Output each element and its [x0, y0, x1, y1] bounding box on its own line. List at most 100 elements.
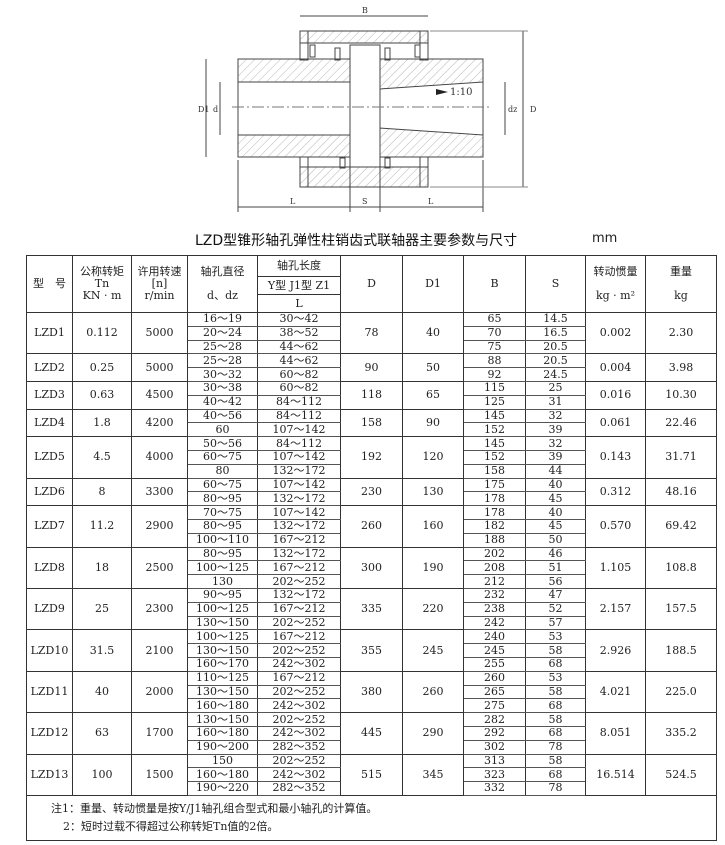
- table-row: LZD2 0.25 5000 25～28 44～62 90 50 88 20.5 0.004 3.9…: [26, 353, 717, 382]
- note-1: 注1：重量、转动惯量是按Y/J1轴孔组合型式和最小轴孔的计算值。: [51, 801, 378, 815]
- rated-torque-cell: 31.5: [72, 629, 132, 672]
- D1-cell: 65: [402, 380, 464, 410]
- table-subrow: 60 107～142 152 39: [27, 422, 717, 438]
- rated-torque-cell: 40: [72, 670, 132, 714]
- D-cell: 515: [340, 753, 403, 796]
- inertia-cell: 0.016: [585, 380, 646, 410]
- rated-torque-cell: 25: [72, 587, 132, 631]
- bore-diameter-cell: 90～95: [187, 587, 258, 603]
- bore-length-cell: 132～172: [257, 587, 341, 603]
- parameters-table: 型 号 公称转矩 Tn KN · m 许用转速 [n] r/min 轴孔直径 d、dz 轴…: [26, 255, 717, 841]
- D1-cell: 290: [402, 712, 464, 755]
- model-cell: LZD5: [26, 436, 73, 479]
- bore-length-cell: 202～252: [257, 574, 341, 589]
- bore-length-cell: 38～52: [257, 325, 341, 341]
- bore-diameter-cell: 160～180: [187, 725, 258, 741]
- table-row: LZD11 40 2000 110～125 167～212 380 260 260 53 4.02…: [26, 670, 717, 714]
- S-cell: 56: [525, 574, 586, 589]
- D1-cell: 40: [402, 311, 464, 355]
- D-cell: 335: [340, 587, 403, 631]
- allowed-speed-cell: 2100: [131, 629, 188, 672]
- dim-label-L-left: L: [290, 197, 296, 206]
- D1-cell: 260: [402, 670, 464, 714]
- table-subrow: 160～170 242～302 255 68: [27, 656, 717, 672]
- coupling-section-drawing: B L S L D dz D1 d 1:10: [198, 6, 536, 212]
- inertia-cell: 0.312: [585, 477, 646, 507]
- S-cell: 58: [525, 684, 586, 700]
- D1-cell: 130: [402, 477, 464, 507]
- inertia-cell: 0.143: [585, 436, 646, 479]
- bore-length-cell: 30～42: [257, 312, 341, 327]
- bore-length-cell: 167～212: [257, 532, 341, 548]
- bore-diameter-cell: 16～19: [187, 312, 258, 327]
- allowed-speed-cell: 2300: [131, 587, 188, 631]
- table-subrow: 160～180 242～302 292 68: [27, 725, 717, 741]
- B-cell: 212: [463, 574, 526, 589]
- table-row: LZD12 63 1700 130～150 202～252 445 290 282 58 8.05…: [26, 712, 717, 755]
- S-cell: 39: [525, 449, 586, 465]
- bore-diameter-cell: 160～180: [187, 767, 258, 783]
- S-cell: 51: [525, 560, 586, 576]
- B-cell: 92: [463, 367, 526, 382]
- outer-sleeve-top: [299, 30, 429, 44]
- weight-cell: 3.98: [645, 353, 717, 382]
- bore-diameter-cell: 100～125: [187, 629, 258, 645]
- inertia-cell: 2.157: [585, 587, 646, 631]
- bore-length-cell: 202～252: [257, 643, 341, 658]
- table-row: LZD8 18 2500 80～95 132～172 300 190 202 46 1.105 10…: [26, 546, 717, 589]
- D-cell: 445: [340, 712, 403, 755]
- S-cell: 57: [525, 615, 586, 631]
- bore-length-cell: 167～212: [257, 629, 341, 645]
- B-cell: 182: [463, 518, 526, 534]
- S-cell: 58: [525, 712, 586, 727]
- table-subrow: 30～32 60～82 92 24.5: [27, 367, 717, 382]
- bore-length-cell: 84～112: [257, 408, 341, 424]
- S-cell: 52: [525, 601, 586, 617]
- header-bore-diameter: 轴孔直径 d、dz: [187, 255, 258, 313]
- D1-cell: 120: [402, 436, 464, 479]
- header-rated-torque: 公称转矩 Tn KN · m: [72, 255, 132, 313]
- taper-label: 1:10: [450, 87, 472, 98]
- bore-diameter-cell: 130: [187, 574, 258, 589]
- header-B: B: [463, 255, 526, 313]
- B-cell: 65: [463, 312, 526, 327]
- allowed-speed-cell: 5000: [131, 311, 188, 355]
- rated-torque-cell: 0.25: [72, 353, 132, 382]
- table-subrow: 20～24 38～52 70 16.5: [27, 325, 717, 341]
- D1-cell: 160: [402, 505, 464, 548]
- model-cell: LZD4: [26, 408, 73, 438]
- bore-diameter-cell: 25～28: [187, 353, 258, 369]
- notes: 注1：重量、转动惯量是按Y/J1轴孔组合型式和最小轴孔的计算值。 2：短时过载不…: [26, 794, 717, 841]
- allowed-speed-cell: 1500: [131, 753, 188, 796]
- table-row: LZD5 4.5 4000 50～56 84～112 192 120 145 32 0.143 31…: [26, 436, 717, 479]
- B-cell: 302: [463, 739, 526, 755]
- allowed-speed-cell: 1700: [131, 712, 188, 755]
- B-cell: 323: [463, 767, 526, 783]
- S-cell: 32: [525, 408, 586, 424]
- bore-diameter-cell: 25～28: [187, 339, 258, 355]
- model-cell: LZD3: [26, 380, 73, 410]
- S-cell: 68: [525, 767, 586, 783]
- table-subrow: 130～150 202～252 242 57: [27, 615, 717, 631]
- inertia-cell: 16.514: [585, 753, 646, 796]
- S-cell: 40: [525, 477, 586, 493]
- bore-length-cell: 60～82: [257, 380, 341, 396]
- B-cell: 125: [463, 394, 526, 410]
- S-cell: 24.5: [525, 367, 586, 382]
- B-cell: 242: [463, 615, 526, 631]
- bore-diameter-cell: 30～38: [187, 380, 258, 396]
- table-subrow: 40～42 84～112 125 31: [27, 394, 717, 410]
- B-cell: 152: [463, 449, 526, 465]
- rated-torque-cell: 11.2: [72, 505, 132, 548]
- weight-cell: 2.30: [645, 311, 717, 355]
- allowed-speed-cell: 4200: [131, 408, 188, 438]
- D-cell: 230: [340, 477, 403, 507]
- bore-length-cell: 167～212: [257, 670, 341, 686]
- D-cell: 192: [340, 436, 403, 479]
- allowed-speed-cell: 2500: [131, 546, 188, 589]
- unit-label: mm: [592, 231, 618, 246]
- S-cell: 58: [525, 753, 586, 769]
- D-cell: 260: [340, 505, 403, 548]
- inertia-cell: 2.926: [585, 629, 646, 672]
- bore-diameter-cell: 110～125: [187, 670, 258, 686]
